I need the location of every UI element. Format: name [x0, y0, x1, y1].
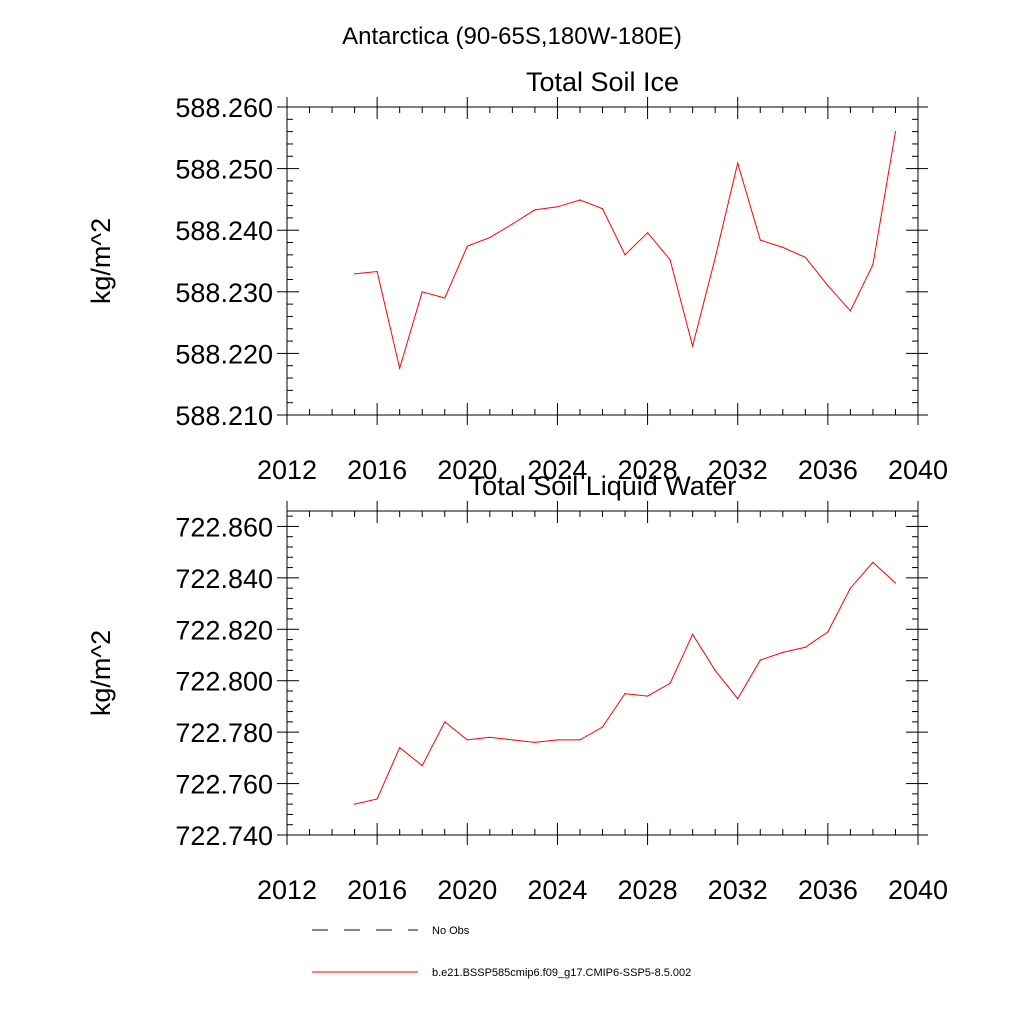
- y-tick-label: 588.260: [175, 93, 273, 123]
- y-tick-label: 722.740: [175, 821, 273, 851]
- data-point: [849, 587, 852, 589]
- data-point: [624, 693, 626, 695]
- data-point: [669, 682, 671, 684]
- panel-title: Total Soil Ice: [526, 67, 679, 97]
- data-point: [647, 232, 649, 234]
- data-point: [354, 803, 356, 805]
- data-point: [737, 698, 739, 700]
- data-point: [804, 256, 806, 258]
- panel-2: Total Soil Liquid Water kg/m^2 2012 2016 202…: [86, 471, 948, 905]
- data-point: [421, 291, 423, 293]
- x-tick-label: 2032: [708, 455, 768, 485]
- data-point: [376, 798, 378, 800]
- data-point: [399, 367, 401, 369]
- data-point: [759, 239, 761, 241]
- data-point: [466, 245, 468, 247]
- data-point: [354, 273, 356, 275]
- y-tick-label: 588.220: [175, 339, 273, 369]
- data-point: [872, 264, 874, 266]
- data-point: [827, 631, 829, 633]
- y-axis-label: kg/m^2: [86, 630, 116, 716]
- y-tick-label: 588.240: [175, 216, 273, 246]
- data-point: [669, 259, 671, 261]
- data-point: [444, 721, 446, 723]
- data-point: [894, 131, 897, 133]
- y-tick-label: 722.780: [175, 718, 273, 748]
- data-point: [872, 561, 874, 564]
- data-point: [714, 669, 716, 672]
- x-tick-label: 2020: [437, 455, 497, 485]
- plot-frame: [286, 510, 919, 836]
- data-point: [692, 345, 694, 347]
- data-point: [556, 739, 559, 741]
- y-tick-label: 722.860: [175, 512, 273, 542]
- data-point: [737, 162, 739, 164]
- y-tick-label: 722.840: [175, 564, 273, 594]
- data-point: [827, 285, 829, 287]
- data-point: [692, 633, 694, 636]
- figure-title: Antarctica (90-65S,180W-180E): [342, 23, 682, 50]
- data-point: [759, 659, 761, 661]
- x-tick-label: 2016: [347, 455, 407, 485]
- data-point: [556, 206, 559, 208]
- data-point: [511, 739, 513, 741]
- legend-label-2: b.e21.BSSP585cmip6.f09_g17.CMIP6-SSP5-8.…: [432, 967, 691, 979]
- data-point: [804, 646, 806, 648]
- data-point: [489, 237, 491, 239]
- data-point: [376, 270, 378, 273]
- panels: Total Soil Ice kg/m^2 2012 2016 2020 2024 2028…: [86, 67, 948, 905]
- y-tick-label: 722.800: [175, 667, 273, 697]
- data-point: [444, 297, 446, 299]
- y-tick-label: 588.250: [175, 155, 273, 185]
- data-point: [647, 695, 649, 697]
- data-point: [601, 726, 604, 728]
- data-point: [489, 736, 491, 738]
- data-point: [534, 741, 536, 744]
- data-point: [511, 223, 513, 225]
- x-tick-label: 2036: [798, 455, 858, 485]
- panel-title: Total Soil Liquid Water: [469, 471, 737, 501]
- data-point: [624, 254, 626, 256]
- legend: No Obs b.e21.BSSP585cmip6.f09_g17.CMIP6-S…: [312, 925, 691, 979]
- y-tick-label: 722.760: [175, 770, 273, 800]
- x-tick-label: 2020: [437, 875, 497, 905]
- x-tick-label: 2028: [618, 875, 678, 905]
- x-tick-label: 2024: [527, 455, 587, 485]
- data-point: [849, 310, 852, 312]
- x-tick-label: 2028: [618, 455, 678, 485]
- series-line-1: [354, 131, 896, 371]
- y-tick-label: 722.820: [175, 615, 273, 645]
- x-tick-label: 2040: [888, 455, 948, 485]
- x-tick-label: 2016: [347, 875, 407, 905]
- data-point: [714, 257, 716, 259]
- series-line-1: [354, 561, 896, 805]
- data-point: [399, 747, 401, 749]
- data-point: [466, 739, 468, 741]
- data-point: [782, 246, 784, 248]
- y-tick-label: 588.210: [175, 401, 273, 431]
- data-point: [534, 209, 536, 211]
- data-point: [894, 582, 897, 584]
- x-tick-label: 2012: [257, 455, 317, 485]
- y-axis-label: kg/m^2: [86, 218, 116, 304]
- x-tick-label: 2024: [527, 875, 587, 905]
- data-point: [782, 651, 784, 654]
- panel-1: Total Soil Ice kg/m^2 2012 2016 2020 2024 2028…: [86, 67, 948, 485]
- data-point: [579, 199, 581, 201]
- x-tick-label: 2032: [708, 875, 768, 905]
- data-point: [421, 765, 423, 767]
- y-tick-label: 588.230: [175, 278, 273, 308]
- x-tick-label: 2012: [257, 875, 317, 905]
- x-tick-label: 2040: [888, 875, 948, 905]
- data-point: [579, 739, 581, 741]
- x-tick-label: 2036: [798, 875, 858, 905]
- plot-frame: [286, 106, 919, 416]
- legend-label-1: No Obs: [432, 925, 470, 937]
- data-point: [601, 208, 604, 210]
